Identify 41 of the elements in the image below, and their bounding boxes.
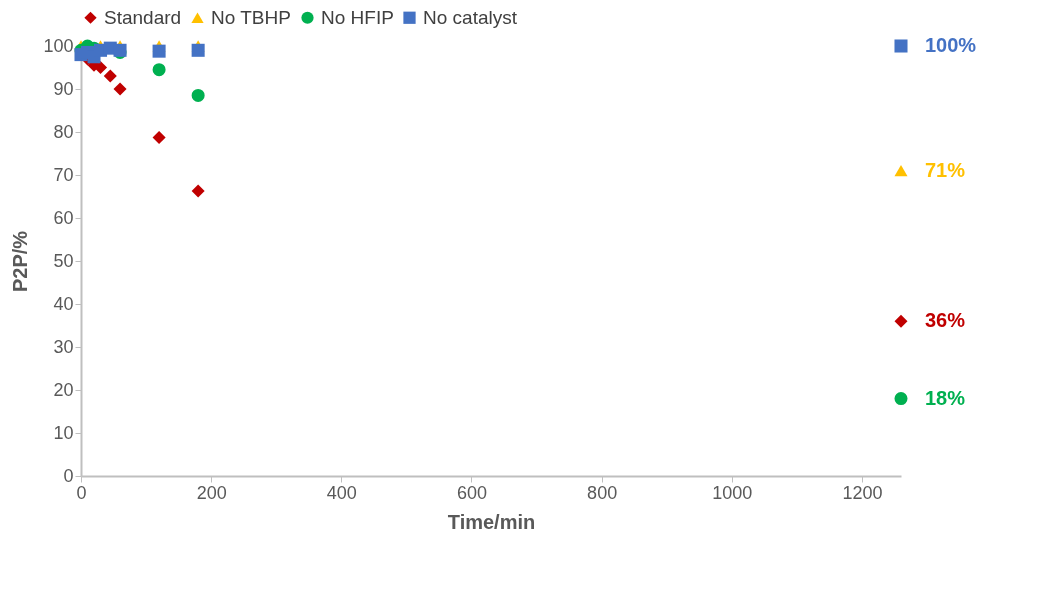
y-tick-label: 100 (43, 35, 74, 56)
y-tick-label: 70 (53, 164, 74, 185)
y-axis-title: P2P/% (9, 230, 32, 293)
point (894, 165, 908, 177)
point (113, 82, 127, 96)
x-tick-label: 600 (456, 482, 487, 503)
point (152, 44, 166, 58)
data-label: 36% (925, 309, 966, 332)
y-tick-label: 60 (53, 207, 74, 228)
point (191, 184, 205, 198)
point (191, 43, 205, 57)
y-tick-label: 50 (53, 250, 74, 271)
y-tick-label: 80 (53, 121, 74, 142)
y-tick-label: 30 (53, 336, 74, 357)
x-tick-label: 800 (587, 482, 618, 503)
x-tick-label: 1200 (842, 482, 883, 503)
x-tick-label: 400 (326, 482, 357, 503)
legend-label: No HFIP (321, 6, 394, 28)
data-label: 100% (925, 34, 977, 56)
data-label: 71% (925, 158, 966, 181)
y-tick-label: 10 (53, 422, 74, 443)
x-tick-label: 1000 (712, 482, 753, 503)
data-label: 18% (925, 386, 966, 409)
point (894, 392, 908, 406)
legend-label: Standard (104, 6, 182, 28)
y-tick-label: 0 (63, 465, 74, 486)
point (894, 314, 908, 328)
point (894, 39, 908, 53)
point (152, 63, 166, 77)
point (94, 60, 108, 75)
point (103, 69, 117, 83)
point (191, 88, 205, 102)
x-tick-label: 0 (76, 482, 87, 503)
y-tick-label: 90 (53, 78, 74, 99)
legend-label: No TBHP (211, 6, 291, 28)
x-tick-label: 200 (196, 482, 227, 503)
point (152, 131, 166, 145)
y-tick-label: 40 (53, 293, 74, 314)
y-tick-label: 20 (53, 379, 74, 400)
legend-label: No catalyst (423, 6, 518, 28)
x-axis-title: Time/min (447, 510, 536, 533)
